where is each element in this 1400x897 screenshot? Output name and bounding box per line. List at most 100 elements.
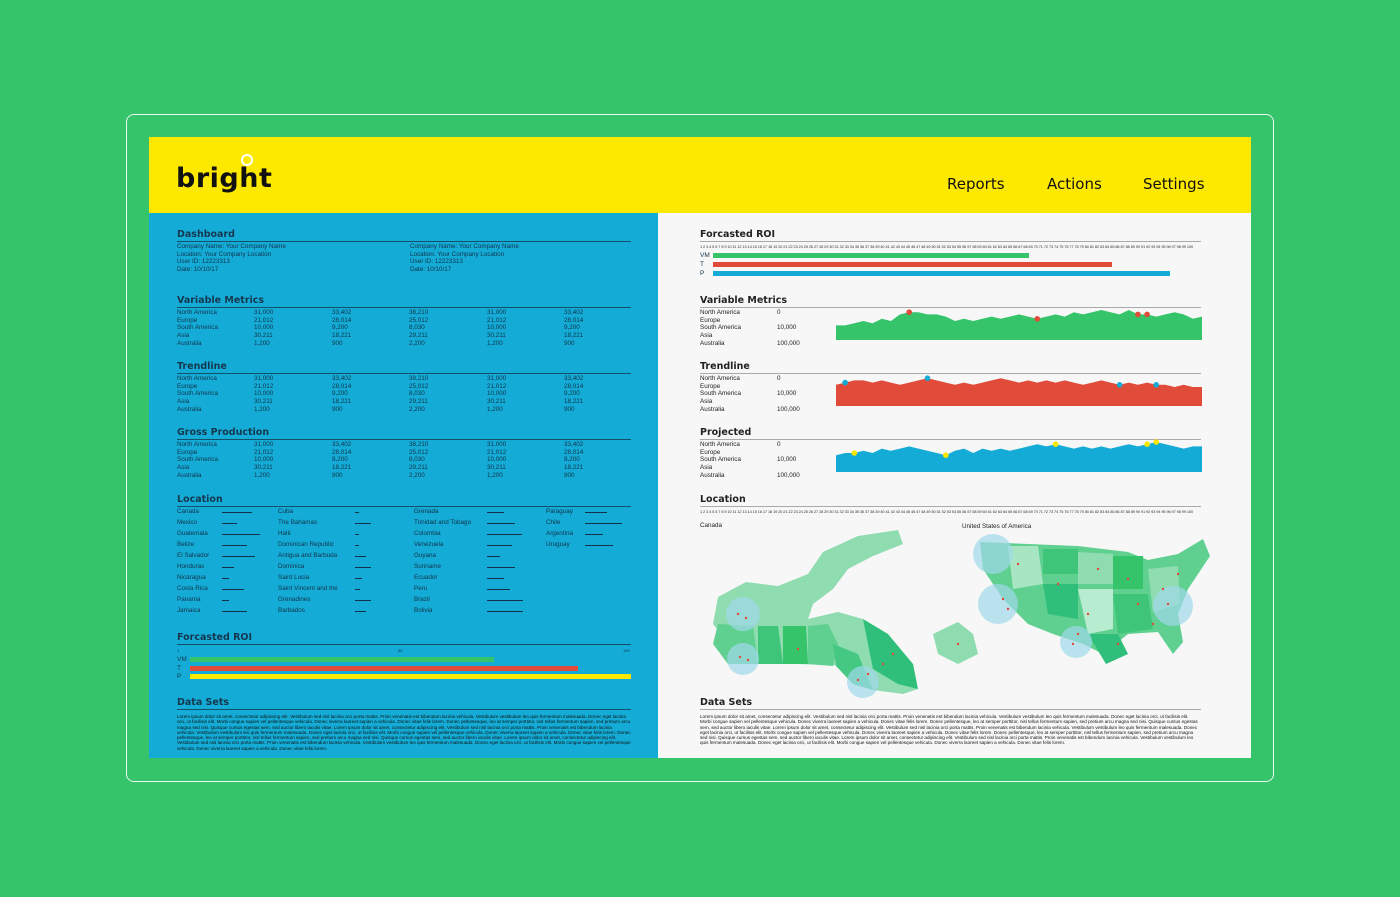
section-title: Forcasted ROI [700, 229, 1201, 242]
axis-value: 0 [777, 375, 781, 382]
location-item[interactable]: Grenada [414, 508, 504, 519]
country-name: Chile [546, 519, 561, 526]
section-title: Gross Production [177, 427, 631, 440]
area-series [836, 442, 1202, 472]
logo[interactable]: bright [176, 163, 273, 194]
location-item[interactable]: Dominica [278, 563, 371, 574]
location-item[interactable]: Bolivia [414, 607, 523, 618]
table-row: Australia 1,200 900 2,200 1,200 900 [177, 340, 631, 348]
location-item[interactable]: Guyana [414, 552, 500, 563]
data-point[interactable] [851, 450, 858, 456]
hotspot-circle [1060, 626, 1092, 658]
axis-value: 100,000 [777, 405, 800, 413]
location-item[interactable]: Trinidad and Tobago [414, 519, 515, 530]
location-item[interactable]: Ecuador [414, 574, 504, 585]
location-item[interactable]: Dominican Republic [278, 541, 359, 552]
state [1113, 594, 1153, 634]
hotspot-circle [847, 666, 879, 698]
map-dot [891, 652, 895, 656]
region-label: Asia [177, 464, 190, 472]
data-point[interactable] [943, 452, 949, 458]
country-value-line [222, 567, 234, 568]
data-point[interactable] [842, 379, 848, 386]
table-cell: 38,210 [409, 309, 429, 316]
map-dot [1166, 602, 1170, 606]
table-cell: 31,000 [487, 441, 507, 448]
table-cell: 1,200 [487, 471, 503, 479]
scale-label: 50 [398, 648, 403, 653]
location-item[interactable]: Uruguay [546, 541, 613, 552]
location-item[interactable]: Saint Vincent and the [278, 585, 360, 596]
info-line: Date: 10/10/17 [177, 266, 219, 274]
region-label: Europe [177, 382, 198, 390]
location-item[interactable]: Chile [546, 519, 622, 530]
location-item[interactable]: Saint Lucia [278, 574, 362, 585]
data-point[interactable] [1153, 382, 1160, 388]
data-point[interactable] [1135, 311, 1141, 318]
axis-row: North America 0 [700, 375, 1201, 383]
location-item[interactable]: Cuba [278, 508, 359, 519]
table-cell: 9,200 [564, 324, 580, 332]
location-item[interactable]: Paraguay [546, 508, 607, 519]
location-item[interactable]: Nicaragua [177, 574, 229, 585]
table-cell: 900 [332, 339, 343, 347]
location-item[interactable]: Grenadines [278, 596, 371, 607]
region-label: Australia [700, 339, 725, 347]
nav-actions[interactable]: Actions [1047, 175, 1102, 193]
nav-reports[interactable]: Reports [947, 175, 1005, 193]
location-item[interactable]: Barbados [278, 607, 366, 618]
data-point[interactable] [1144, 441, 1150, 447]
location-item[interactable]: Canada [177, 508, 252, 519]
hotspot-circle [726, 597, 760, 631]
section-title: Forcasted ROI [177, 632, 631, 645]
canada-manitoba [808, 624, 838, 666]
location-item[interactable]: Argentina [546, 530, 603, 541]
region-label: Asia [177, 398, 190, 406]
info-line: Company Name: Your Company Name [177, 243, 286, 250]
data-sets-section: Data Sets Lorem ipsum dolor sit amet, co… [177, 697, 631, 751]
location-item[interactable]: Honduras [177, 563, 234, 574]
bar-label: VM [700, 252, 710, 259]
country-name: Nicaragua [177, 574, 206, 581]
location-item[interactable]: Jamaica [177, 607, 247, 618]
table-cell: 30,211 [254, 464, 273, 472]
location-item[interactable]: El Salvador [177, 552, 255, 563]
location-item[interactable]: Brazil [414, 596, 523, 607]
country-name: Guyana [414, 552, 437, 559]
map-dot [736, 612, 740, 616]
location-item[interactable]: Suriname [414, 563, 515, 574]
data-point[interactable] [1144, 311, 1150, 318]
data-point[interactable] [906, 309, 912, 315]
axis-row: Australia 100,000 [700, 472, 1201, 480]
country-value-line [222, 578, 229, 579]
country-value-line [355, 589, 360, 590]
location-item[interactable]: Mexico [177, 519, 237, 530]
axis-value: 0 [777, 441, 781, 448]
section-title: Location [177, 494, 631, 507]
location-item[interactable]: The Bahamas [278, 519, 371, 530]
metrics-table: Variable Metrics North America 31,000 33,40… [177, 295, 631, 347]
data-point[interactable] [924, 375, 931, 381]
location-item[interactable]: Peru [414, 585, 510, 596]
usa-map[interactable] [933, 534, 1210, 664]
location-item[interactable]: Haiti [278, 530, 359, 541]
location-item[interactable]: Colombia [414, 530, 522, 541]
location-item[interactable]: Antigua and Barbuda [278, 552, 366, 563]
data-point[interactable] [1153, 439, 1160, 445]
table-cell: 9,200 [564, 390, 580, 398]
roi-bar-t [190, 665, 579, 671]
location-item[interactable]: Venezuela [414, 541, 512, 552]
table-cell: 25,012 [409, 316, 429, 324]
location-item[interactable]: Belize [177, 541, 247, 552]
country-value-line [222, 589, 244, 590]
location-section: Location Canada Mexico Guatemala Belize El S… [177, 494, 631, 614]
map-label-usa: United States of America [962, 523, 1032, 530]
data-point[interactable] [1034, 316, 1041, 322]
canada-map[interactable] [713, 530, 918, 698]
location-item[interactable]: Panama [177, 596, 229, 607]
data-point[interactable] [1052, 441, 1059, 447]
location-item[interactable]: Costa Rica [177, 585, 244, 596]
data-point[interactable] [1116, 382, 1123, 388]
location-item[interactable]: Guatemala [177, 530, 260, 541]
nav-settings[interactable]: Settings [1143, 175, 1205, 193]
